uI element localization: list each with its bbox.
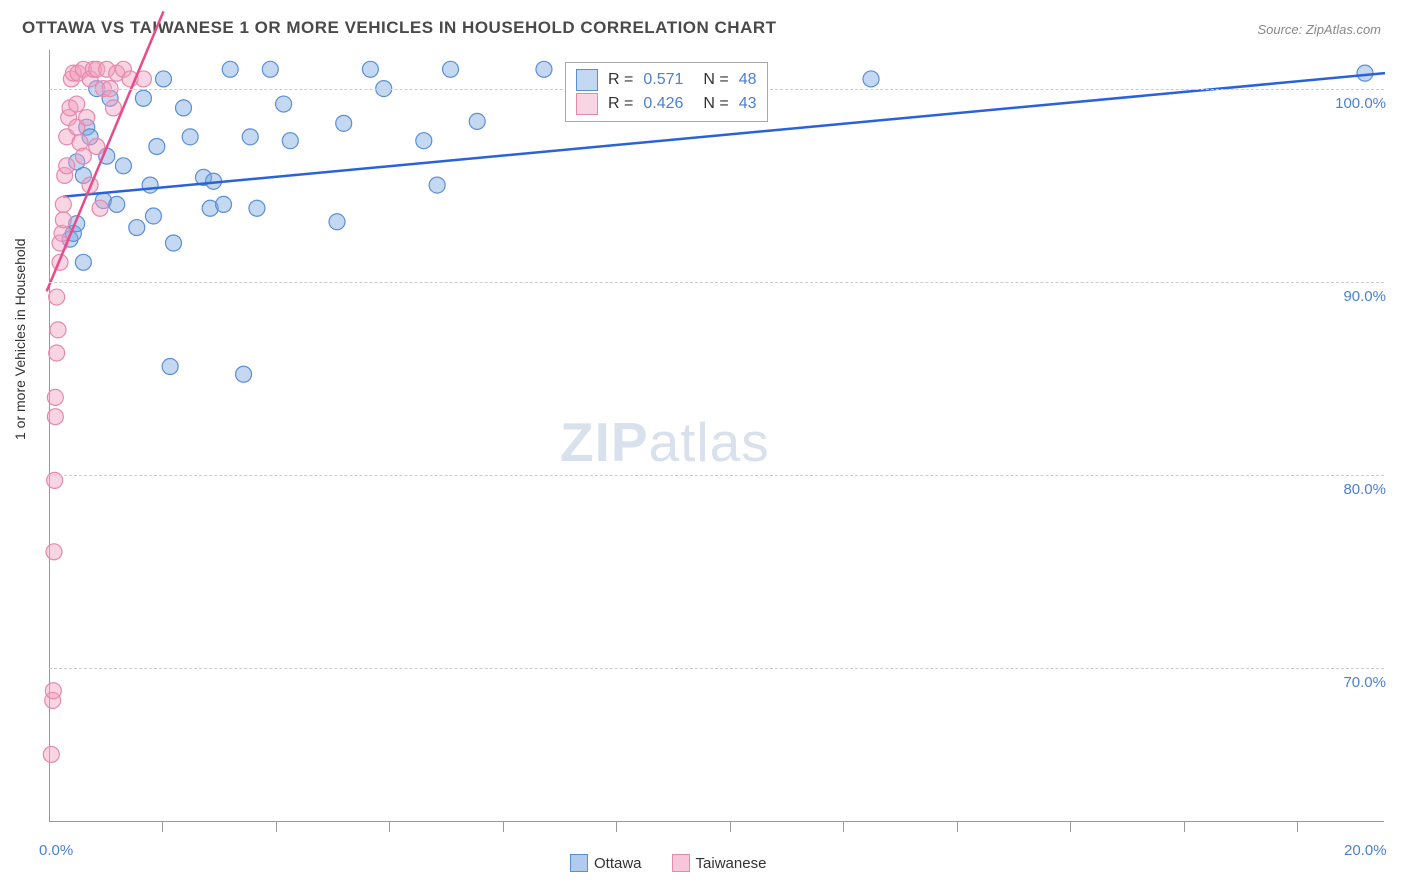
legend-label: Taiwanese bbox=[696, 855, 767, 872]
scatter-point bbox=[129, 220, 145, 236]
stats-R-value: 0.426 bbox=[643, 92, 683, 116]
scatter-point bbox=[89, 139, 105, 155]
scatter-point bbox=[105, 100, 121, 116]
stats-N-value: 48 bbox=[739, 68, 757, 92]
scatter-point bbox=[222, 61, 238, 77]
plot-svg bbox=[50, 50, 1385, 822]
x-tick-mark bbox=[276, 822, 277, 832]
y-tick-label: 70.0% bbox=[1326, 674, 1386, 691]
y-tick-label: 100.0% bbox=[1326, 95, 1386, 112]
stats-row: R = 0.571 N = 48 bbox=[576, 68, 757, 92]
scatter-point bbox=[242, 129, 258, 145]
source-label: Source: ZipAtlas.com bbox=[1257, 22, 1381, 37]
x-tick-mark bbox=[1297, 822, 1298, 832]
plot-area bbox=[49, 50, 1384, 822]
scatter-point bbox=[115, 158, 131, 174]
scatter-point bbox=[329, 214, 345, 230]
legend-item: Ottawa bbox=[570, 854, 642, 872]
scatter-point bbox=[276, 96, 292, 112]
y-tick-label: 80.0% bbox=[1326, 481, 1386, 498]
scatter-point bbox=[249, 200, 265, 216]
legend-swatch bbox=[672, 854, 690, 872]
gridline-h bbox=[49, 668, 1384, 669]
x-tick-mark bbox=[162, 822, 163, 832]
scatter-point bbox=[362, 61, 378, 77]
x-tick-mark bbox=[843, 822, 844, 832]
scatter-point bbox=[416, 133, 432, 149]
scatter-point bbox=[47, 389, 63, 405]
scatter-point bbox=[429, 177, 445, 193]
scatter-point bbox=[142, 177, 158, 193]
scatter-point bbox=[45, 683, 61, 699]
stats-R-label: R = bbox=[608, 92, 633, 116]
scatter-point bbox=[43, 746, 59, 762]
stats-R-value: 0.571 bbox=[643, 68, 683, 92]
scatter-point bbox=[176, 100, 192, 116]
scatter-point bbox=[145, 208, 161, 224]
stats-row: R = 0.426 N = 43 bbox=[576, 92, 757, 116]
scatter-point bbox=[135, 90, 151, 106]
gridline-h bbox=[49, 475, 1384, 476]
scatter-point bbox=[863, 71, 879, 87]
scatter-point bbox=[182, 129, 198, 145]
stats-R-label: R = bbox=[608, 68, 633, 92]
legend-label: Ottawa bbox=[594, 855, 642, 872]
scatter-point bbox=[79, 110, 95, 126]
scatter-point bbox=[336, 115, 352, 131]
scatter-point bbox=[55, 196, 71, 212]
trend-line bbox=[47, 11, 164, 291]
x-tick-mark bbox=[730, 822, 731, 832]
scatter-point bbox=[469, 113, 485, 129]
stats-N-label: N = bbox=[703, 68, 728, 92]
scatter-point bbox=[282, 133, 298, 149]
x-tick-label: 0.0% bbox=[39, 842, 73, 859]
scatter-point bbox=[49, 289, 65, 305]
chart-container: OTTAWA VS TAIWANESE 1 OR MORE VEHICLES I… bbox=[0, 0, 1406, 892]
scatter-point bbox=[92, 200, 108, 216]
scatter-point bbox=[109, 196, 125, 212]
scatter-point bbox=[149, 139, 165, 155]
stats-swatch bbox=[576, 93, 598, 115]
scatter-point bbox=[47, 409, 63, 425]
x-tick-mark bbox=[389, 822, 390, 832]
scatter-point bbox=[75, 254, 91, 270]
x-tick-mark bbox=[616, 822, 617, 832]
scatter-point bbox=[155, 71, 171, 87]
scatter-point bbox=[443, 61, 459, 77]
x-tick-mark bbox=[957, 822, 958, 832]
scatter-point bbox=[262, 61, 278, 77]
stats-swatch bbox=[576, 69, 598, 91]
scatter-point bbox=[216, 196, 232, 212]
scatter-point bbox=[536, 61, 552, 77]
scatter-point bbox=[165, 235, 181, 251]
scatter-point bbox=[162, 359, 178, 375]
stats-N-label: N = bbox=[703, 92, 728, 116]
gridline-h bbox=[49, 282, 1384, 283]
scatter-point bbox=[55, 212, 71, 228]
legend: Ottawa Taiwanese bbox=[570, 854, 766, 872]
x-tick-label: 20.0% bbox=[1344, 842, 1387, 859]
legend-swatch bbox=[570, 854, 588, 872]
stats-N-value: 43 bbox=[739, 92, 757, 116]
scatter-point bbox=[1357, 65, 1373, 81]
x-tick-mark bbox=[1184, 822, 1185, 832]
scatter-point bbox=[59, 158, 75, 174]
scatter-point bbox=[236, 366, 252, 382]
scatter-point bbox=[69, 96, 85, 112]
stats-box: R = 0.571 N = 48 R = 0.426 N = 43 bbox=[565, 62, 768, 122]
scatter-point bbox=[75, 148, 91, 164]
scatter-point bbox=[46, 544, 62, 560]
y-axis-label: 1 or more Vehicles in Household bbox=[12, 238, 28, 440]
scatter-point bbox=[49, 345, 65, 361]
x-tick-mark bbox=[1070, 822, 1071, 832]
x-tick-mark bbox=[503, 822, 504, 832]
legend-item: Taiwanese bbox=[672, 854, 767, 872]
y-tick-label: 90.0% bbox=[1326, 288, 1386, 305]
scatter-point bbox=[50, 322, 66, 338]
chart-title: OTTAWA VS TAIWANESE 1 OR MORE VEHICLES I… bbox=[22, 18, 777, 38]
